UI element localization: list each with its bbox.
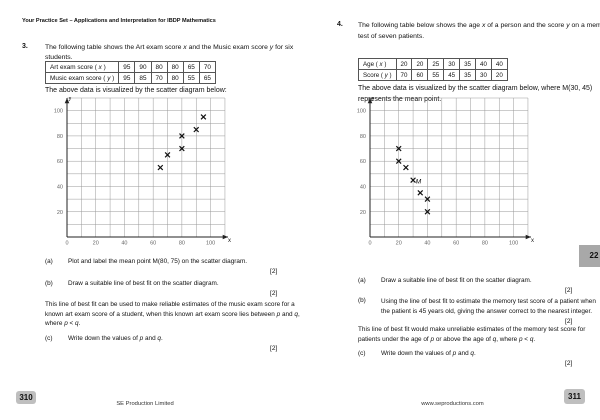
- svg-text:80: 80: [57, 134, 63, 140]
- svg-text:0: 0: [368, 241, 371, 247]
- svg-text:M: M: [416, 178, 422, 185]
- svg-text:20: 20: [360, 210, 366, 216]
- svg-text:40: 40: [121, 241, 127, 247]
- svg-text:20: 20: [93, 241, 99, 247]
- svg-text:x: x: [228, 238, 231, 244]
- svg-text:80: 80: [179, 241, 185, 247]
- svg-text:60: 60: [453, 241, 459, 247]
- svg-text:20: 20: [57, 210, 63, 216]
- svg-text:40: 40: [57, 184, 63, 190]
- svg-text:100: 100: [54, 109, 63, 115]
- svg-text:x: x: [531, 238, 534, 244]
- svg-text:80: 80: [360, 134, 366, 140]
- svg-text:100: 100: [357, 109, 366, 115]
- svg-text:y: y: [372, 97, 375, 102]
- svg-text:60: 60: [150, 241, 156, 247]
- svg-text:80: 80: [482, 241, 488, 247]
- svg-text:100: 100: [509, 241, 518, 247]
- svg-text:60: 60: [360, 159, 366, 165]
- svg-text:60: 60: [57, 159, 63, 165]
- svg-text:100: 100: [206, 241, 215, 247]
- svg-text:20: 20: [396, 241, 402, 247]
- svg-text:40: 40: [360, 184, 366, 190]
- svg-text:0: 0: [65, 241, 68, 247]
- svg-text:40: 40: [424, 241, 430, 247]
- svg-text:y: y: [69, 97, 72, 102]
